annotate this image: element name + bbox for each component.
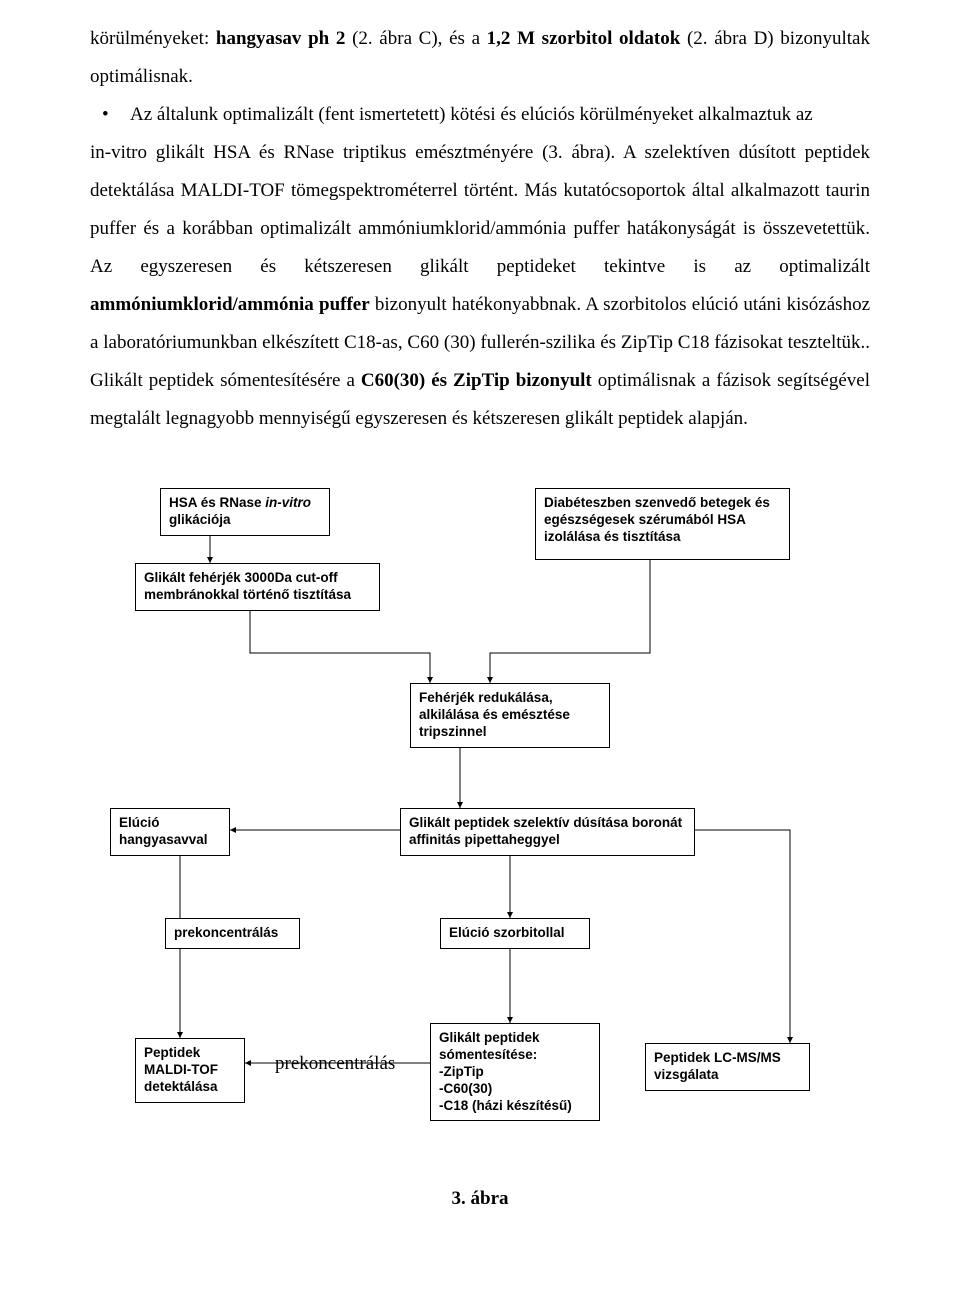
bullet-icon: • [90, 96, 130, 134]
flowchart-node-n11: Peptidek LC-MS/MS vizsgálata [645, 1043, 810, 1091]
text-bold: 1,2 M szorbitol oldatok [487, 28, 681, 49]
text-bold: ammóniumklorid/ammónia puffer [90, 294, 370, 315]
flowchart-node-n8: Elúció szorbitollal [440, 918, 590, 949]
flowchart-node-n9: Peptidek MALDI-TOF detektálása [135, 1038, 245, 1103]
text-bold: C60(30) és ZipTip bizonyult [361, 370, 592, 391]
flowchart: HSA és RNase in-vitro glikációja Glikált … [90, 488, 870, 1168]
bullet-row: • Az általunk optimalizált (fent ismerte… [90, 96, 870, 134]
page: körülményeket: hangyasav ph 2 (2. ábra C… [0, 0, 960, 1250]
flowchart-node-n7: prekoncentrálás [165, 918, 300, 949]
text-bold: hangyasav ph 2 [216, 28, 346, 49]
flowchart-node-n10: Glikált peptidek sómentesítése:-ZipTip-C… [430, 1023, 600, 1121]
figure-caption: 3. ábra [90, 1188, 870, 1210]
text: (2. ábra C), és a [345, 28, 486, 49]
paragraph-body: in-vitro glikált HSA és RNase triptikus … [90, 134, 870, 438]
text: körülményeket: [90, 28, 216, 49]
flowchart-node-n4: Fehérjék redukálása, alkilálása és emész… [410, 683, 610, 748]
annotation-prekoncentralas: prekoncentrálás [275, 1053, 395, 1075]
paragraph-line1: körülményeket: hangyasav ph 2 (2. ábra C… [90, 20, 870, 96]
flowchart-node-n1: HSA és RNase in-vitro glikációja [160, 488, 330, 536]
text: in-vitro glikált HSA és RNase triptikus … [90, 142, 870, 277]
bullet-text: Az általunk optimalizált (fent ismertete… [130, 96, 870, 134]
flowchart-node-n3: Diabéteszben szenvedő betegek és egészsé… [535, 488, 790, 560]
flowchart-node-n6: Glikált peptidek szelektív dúsítása boro… [400, 808, 695, 856]
flowchart-node-n5: Elúció hangyasavval [110, 808, 230, 856]
flowchart-node-n2: Glikált fehérjék 3000Da cut-off membráno… [135, 563, 380, 611]
